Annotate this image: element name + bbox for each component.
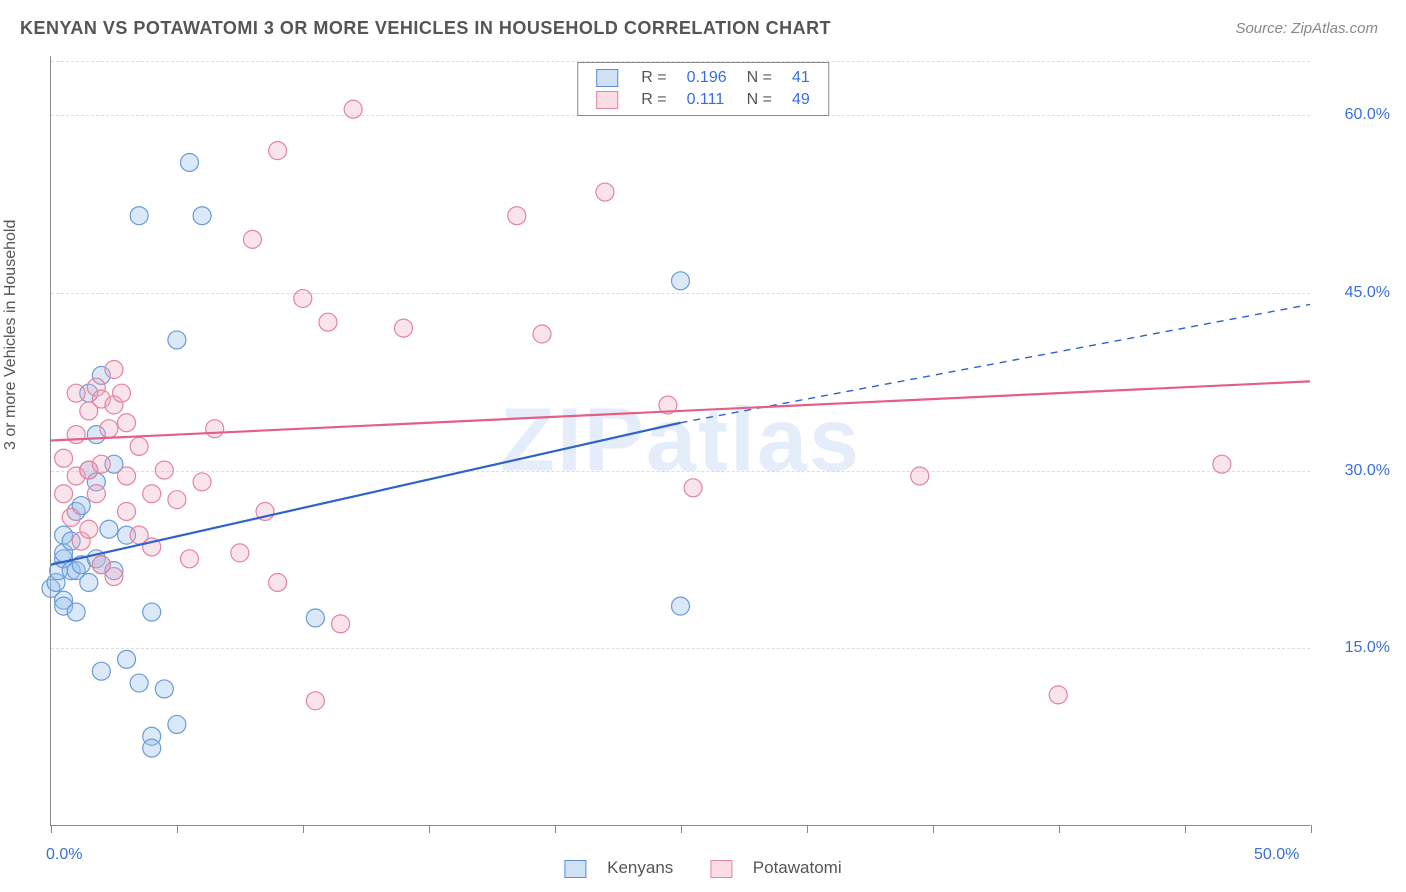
legend-series-label: Potawatomi: [753, 858, 842, 877]
x-tick: [807, 825, 808, 833]
x-tick-label: 50.0%: [1254, 846, 1299, 864]
y-axis-label: 3 or more Vehicles in Household: [2, 220, 20, 450]
legend-r-label: R =: [631, 67, 676, 89]
series-legend: Kenyans Potawatomi: [548, 858, 857, 878]
trend-line: [51, 423, 681, 565]
plot-area: ZIPatlas 15.0%30.0%45.0%60.0%: [50, 56, 1310, 826]
swatch-pink: [710, 860, 732, 878]
legend-n-label: N =: [737, 89, 782, 111]
legend-n-value: 49: [782, 89, 820, 111]
x-tick: [1059, 825, 1060, 833]
x-tick: [681, 825, 682, 833]
chart-title: KENYAN VS POTAWATOMI 3 OR MORE VEHICLES …: [20, 18, 831, 39]
x-tick: [429, 825, 430, 833]
x-tick: [51, 825, 52, 833]
x-tick: [933, 825, 934, 833]
x-tick: [303, 825, 304, 833]
y-tick-label: 45.0%: [1320, 284, 1390, 302]
legend-row: R = 0.111 N = 49: [586, 89, 820, 111]
source-attribution: Source: ZipAtlas.com: [1235, 20, 1378, 37]
legend-series-label: Kenyans: [607, 858, 673, 877]
x-tick: [177, 825, 178, 833]
swatch-pink: [596, 91, 618, 109]
legend-r-value: 0.196: [677, 67, 737, 89]
legend-r-label: R =: [631, 89, 676, 111]
x-tick: [1311, 825, 1312, 833]
y-tick-label: 30.0%: [1320, 462, 1390, 480]
trend-layer: [51, 56, 1310, 825]
swatch-blue: [564, 860, 586, 878]
trend-line-extrapolated: [681, 304, 1311, 422]
correlation-legend: R = 0.196 N = 41 R = 0.111 N = 49: [577, 62, 829, 116]
y-tick-label: 15.0%: [1320, 639, 1390, 657]
x-tick: [1185, 825, 1186, 833]
legend-r-value: 0.111: [677, 89, 737, 111]
legend-n-value: 41: [782, 67, 820, 89]
y-tick-label: 60.0%: [1320, 106, 1390, 124]
trend-line: [51, 381, 1310, 440]
x-tick-label: 0.0%: [46, 846, 82, 864]
x-tick: [555, 825, 556, 833]
swatch-blue: [596, 69, 618, 87]
legend-row: R = 0.196 N = 41: [586, 67, 820, 89]
legend-n-label: N =: [737, 67, 782, 89]
